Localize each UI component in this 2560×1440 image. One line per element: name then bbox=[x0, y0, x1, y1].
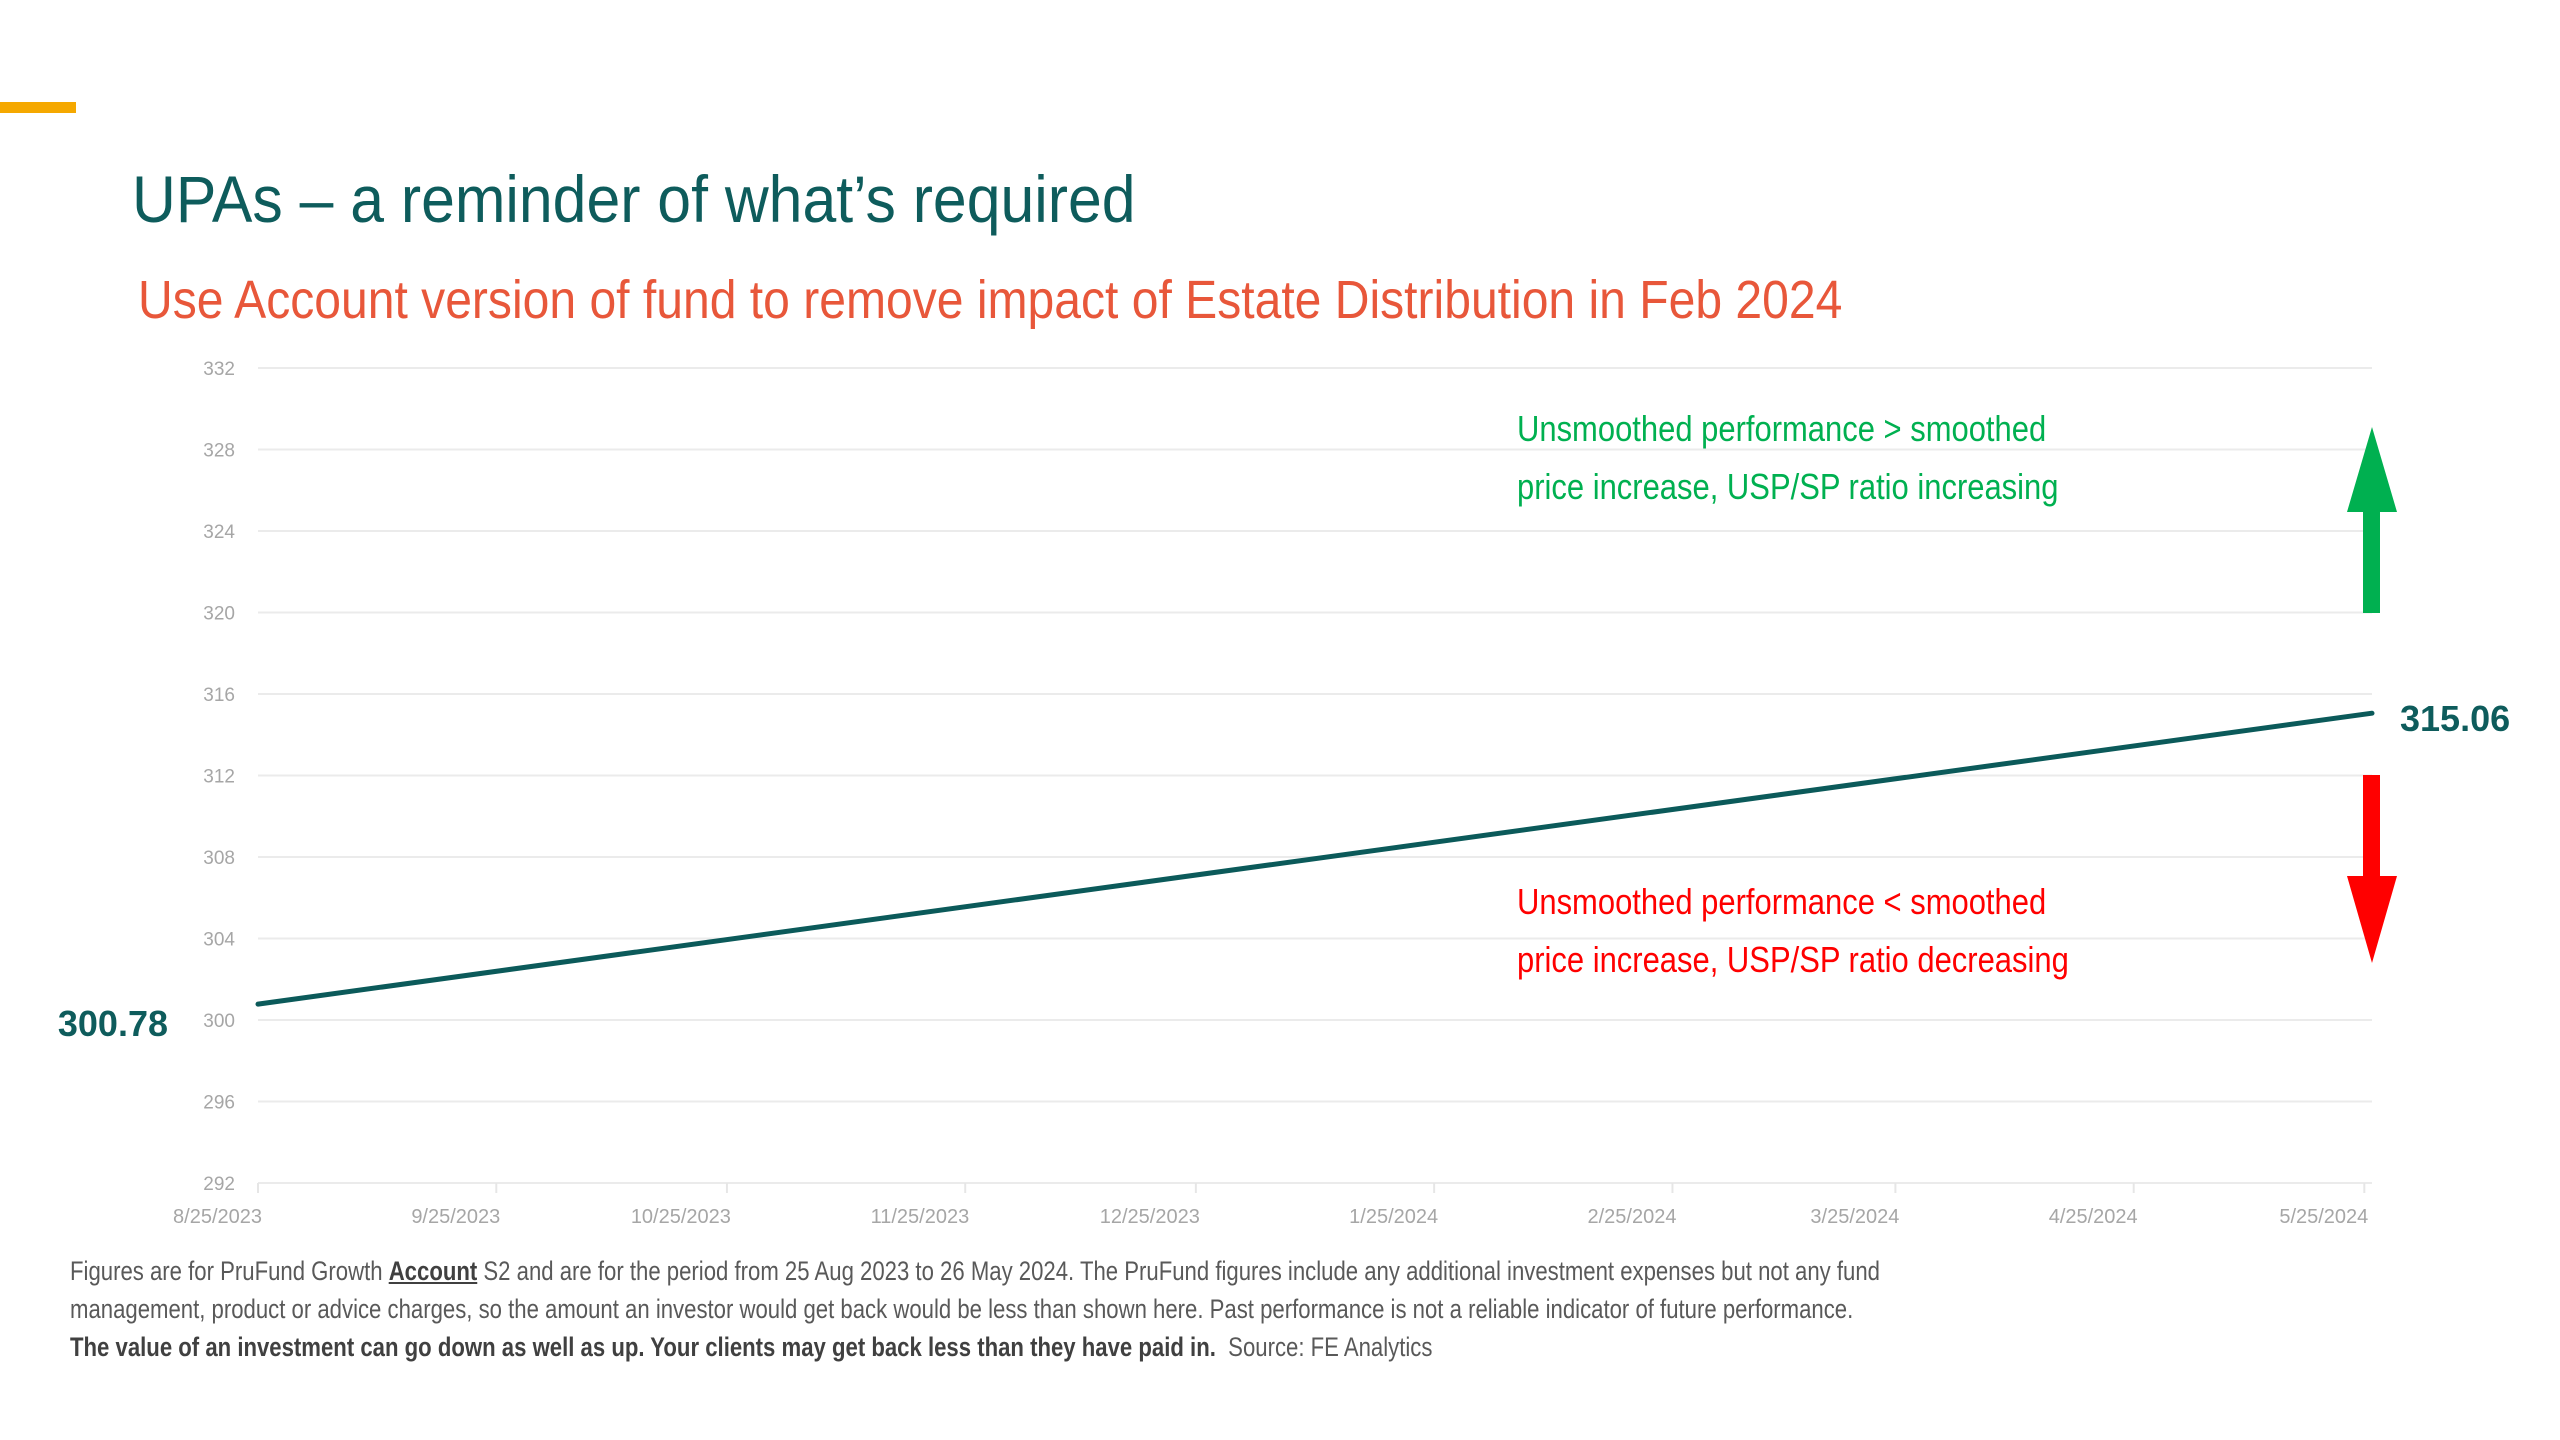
x-tick-label: 1/25/2024 bbox=[1349, 1206, 1438, 1228]
accent-bar bbox=[0, 102, 76, 113]
y-tick-label: 300 bbox=[203, 1011, 235, 1032]
y-axis: 292 296 300 304 308 312 316 320 324 328 332 bbox=[203, 359, 235, 1195]
y-tick-label: 332 bbox=[203, 359, 235, 380]
slide-subtitle: Use Account version of fund to remove im… bbox=[138, 270, 1843, 330]
footnote-line-1: Figures are for PruFund Growth Account S… bbox=[70, 1252, 2448, 1290]
annotation-up-line2: price increase, USP/SP ratio increasing bbox=[1517, 466, 2059, 507]
slide-title: UPAs – a reminder of what’s required bbox=[132, 162, 1136, 236]
annotation-down: Unsmoothed performance < smoothed price … bbox=[1517, 873, 2069, 989]
end-value-label: 315.06 bbox=[2400, 698, 2510, 739]
y-tick-label: 328 bbox=[203, 441, 235, 462]
x-tick-label: 4/25/2024 bbox=[2049, 1206, 2138, 1228]
footnote-account-emphasis: Account bbox=[388, 1256, 478, 1286]
y-tick-label: 320 bbox=[203, 604, 235, 625]
y-tick-label: 308 bbox=[203, 848, 235, 869]
arrow-up-icon bbox=[2347, 427, 2397, 613]
annotation-up-line1: Unsmoothed performance > smoothed bbox=[1517, 408, 2047, 449]
annotation-down-line2: price increase, USP/SP ratio decreasing bbox=[1517, 939, 2069, 980]
series-line bbox=[255, 710, 2375, 1007]
y-tick-label: 312 bbox=[203, 767, 235, 788]
footnote-line-2: management, product or advice charges, s… bbox=[70, 1294, 1854, 1324]
footnote-line-1-a: Figures are for PruFund Growth bbox=[70, 1256, 389, 1286]
x-tick-label: 10/25/2023 bbox=[631, 1206, 731, 1228]
arrow-down-icon bbox=[2347, 775, 2397, 963]
x-axis: 8/25/2023 9/25/2023 10/25/2023 11/25/2023 12… bbox=[173, 1183, 2368, 1228]
x-tick-label: 12/25/2023 bbox=[1100, 1206, 1200, 1228]
annotation-down-line1: Unsmoothed performance < smoothed bbox=[1517, 881, 2047, 922]
footnote-line-3: The value of an investment can go down a… bbox=[70, 1328, 2448, 1366]
footnote: Figures are for PruFund Growth Account S… bbox=[70, 1252, 2448, 1366]
footnote-line-1-b: S2 and are for the period from 25 Aug 20… bbox=[477, 1256, 1880, 1286]
y-tick-label: 304 bbox=[203, 930, 235, 951]
gridlines bbox=[258, 367, 2372, 1184]
x-tick-label: 5/25/2024 bbox=[2279, 1206, 2368, 1228]
y-tick-label: 292 bbox=[203, 1174, 235, 1195]
x-tick-label: 3/25/2024 bbox=[1810, 1206, 1899, 1228]
y-tick-label: 296 bbox=[203, 1093, 235, 1114]
x-tick-label: 2/25/2024 bbox=[1587, 1206, 1676, 1228]
footnote-risk-warning: The value of an investment can go down a… bbox=[70, 1332, 1216, 1362]
footnote-source: Source: FE Analytics bbox=[1215, 1332, 1433, 1362]
x-tick-label: 9/25/2023 bbox=[411, 1206, 500, 1228]
annotation-up: Unsmoothed performance > smoothed price … bbox=[1517, 400, 2058, 516]
y-tick-label: 316 bbox=[203, 685, 235, 706]
x-tick-label: 8/25/2023 bbox=[173, 1206, 262, 1228]
y-tick-label: 324 bbox=[203, 522, 235, 543]
x-tick-label: 11/25/2023 bbox=[871, 1206, 970, 1228]
start-value-label: 300.78 bbox=[58, 1003, 168, 1044]
